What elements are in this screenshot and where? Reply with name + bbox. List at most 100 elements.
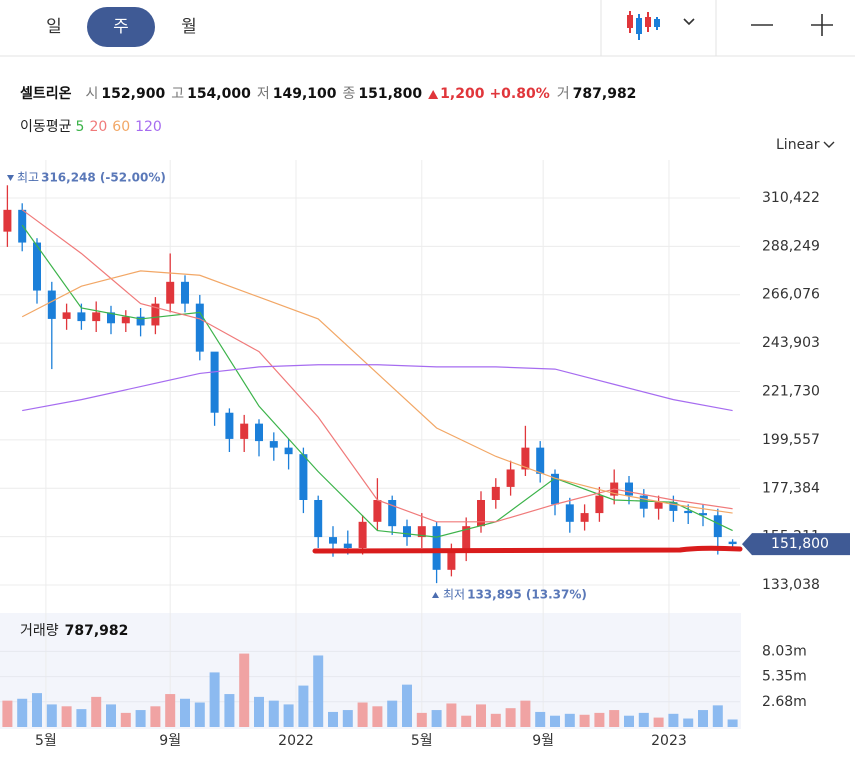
volume-last: 787,982	[65, 623, 129, 639]
tab[interactable]: 주	[113, 17, 129, 37]
tab[interactable]: 일	[46, 17, 62, 37]
volume-bar	[564, 713, 575, 727]
y-tick-label: 266,076	[762, 287, 820, 303]
dropdown-chevron[interactable]	[683, 18, 695, 26]
high-value: 316,248 (-52.00%)	[41, 171, 166, 185]
volume-bar	[135, 710, 146, 727]
candle-body	[210, 351, 219, 413]
quote-change: 1,200	[440, 86, 485, 102]
y-tick-label: 133,038	[762, 577, 820, 593]
candle-body	[225, 412, 234, 439]
moving-average	[22, 364, 733, 412]
volume-bar	[106, 704, 116, 727]
volume-bar	[416, 712, 427, 727]
volume-bar	[727, 719, 738, 727]
x-tick-label: 5월	[35, 733, 57, 749]
x-tick-label: 2022	[278, 733, 314, 749]
tab[interactable]: 월	[181, 17, 197, 37]
y-tick-label: 199,557	[762, 432, 820, 448]
volume-tick-label: 5.35m	[762, 669, 807, 685]
y-tick-label: 310,422	[762, 190, 820, 206]
quote-label: 종	[343, 86, 356, 102]
volume-bar	[683, 718, 694, 727]
legend-entry: 20	[89, 119, 107, 135]
up-arrow	[428, 90, 439, 99]
high-label: 최고	[17, 171, 39, 185]
volume-bar	[609, 710, 620, 727]
volume-panel-bg	[0, 613, 741, 729]
candle-body	[536, 447, 545, 474]
quote-change-pct: +0.80%	[489, 86, 549, 102]
candle-body	[121, 316, 130, 324]
candle-body	[713, 515, 722, 538]
volume-bar	[298, 685, 309, 727]
legend-entry: 5	[76, 119, 85, 135]
volume-bar	[239, 653, 250, 727]
candle-body	[625, 482, 633, 496]
candle-body	[432, 526, 441, 570]
scale-mode[interactable]: Linear	[776, 137, 820, 153]
candle-body	[136, 316, 145, 326]
stock-name: 셀트리온	[20, 86, 72, 102]
scale-chevron[interactable]	[823, 141, 835, 148]
candle-body	[269, 441, 278, 448]
volume-bar	[180, 698, 190, 727]
candle-body	[699, 513, 707, 516]
candle-body	[580, 513, 589, 522]
legend-entry: 120	[135, 119, 162, 135]
volume-bar	[668, 713, 679, 727]
candle-body	[521, 447, 530, 470]
candle-body	[477, 499, 485, 527]
candle-body	[3, 209, 12, 232]
zoom-in[interactable]	[811, 14, 833, 36]
volume-tick-label: 8.03m	[762, 643, 807, 659]
volume-bar	[594, 712, 605, 727]
candle-body	[358, 521, 367, 548]
candle-body	[151, 303, 160, 326]
high-arrow	[7, 175, 14, 181]
candle-body	[166, 281, 175, 304]
volume-bar	[431, 710, 442, 727]
volume-bar	[490, 713, 501, 727]
chart-type-icon[interactable]	[627, 11, 660, 40]
volume-bar	[550, 715, 560, 727]
x-tick-label: 5월	[411, 733, 433, 749]
y-tick-label: 177,384	[762, 480, 820, 496]
quote-value: 152,900	[101, 86, 165, 102]
price-tag	[742, 533, 850, 556]
volume-tick-label: 2.68m	[762, 694, 807, 710]
volume-bar	[461, 715, 472, 727]
candle-body	[654, 502, 663, 509]
volume-bar	[476, 704, 486, 727]
candle-body	[506, 469, 515, 487]
y-tick-label: 243,903	[762, 335, 820, 351]
volume-bar	[194, 702, 205, 727]
volume-bar	[387, 700, 398, 727]
volume-bar	[17, 698, 28, 727]
x-tick-label: 9월	[532, 733, 554, 749]
volume-bar	[653, 717, 664, 727]
volume-title: 거래량	[20, 623, 59, 639]
volume-bar	[150, 706, 161, 727]
quote-value: 154,000	[187, 86, 251, 102]
y-tick-label: 288,249	[762, 238, 820, 254]
candle-body	[373, 499, 382, 522]
price-tag-value: 151,800	[771, 536, 829, 552]
volume-bar	[32, 693, 42, 727]
volume-bar	[342, 710, 353, 727]
candle-body	[595, 495, 604, 514]
candle-body	[403, 526, 411, 538]
candle-body	[669, 502, 678, 511]
volume-bar	[283, 704, 294, 727]
quote-value: 151,800	[358, 86, 422, 102]
volume-bar	[712, 705, 723, 727]
volume-bar	[254, 696, 264, 727]
volume-bar	[579, 714, 590, 727]
candle-body	[240, 423, 249, 439]
candle-body	[639, 495, 648, 509]
candle-body	[77, 312, 86, 322]
quote-label: 거	[557, 86, 570, 102]
candle-body	[462, 526, 471, 553]
